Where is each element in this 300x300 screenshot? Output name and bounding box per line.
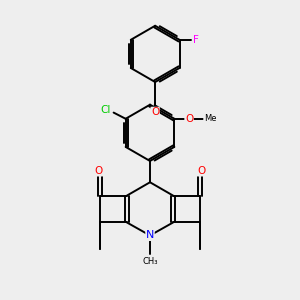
Text: Me: Me (204, 114, 216, 123)
Text: F: F (193, 35, 199, 45)
Text: O: O (94, 166, 103, 176)
Text: O: O (151, 107, 159, 117)
Text: Cl: Cl (100, 105, 111, 115)
Text: N: N (146, 230, 154, 241)
Text: O: O (185, 114, 193, 124)
Text: O: O (197, 166, 206, 176)
Text: CH₃: CH₃ (142, 257, 158, 266)
